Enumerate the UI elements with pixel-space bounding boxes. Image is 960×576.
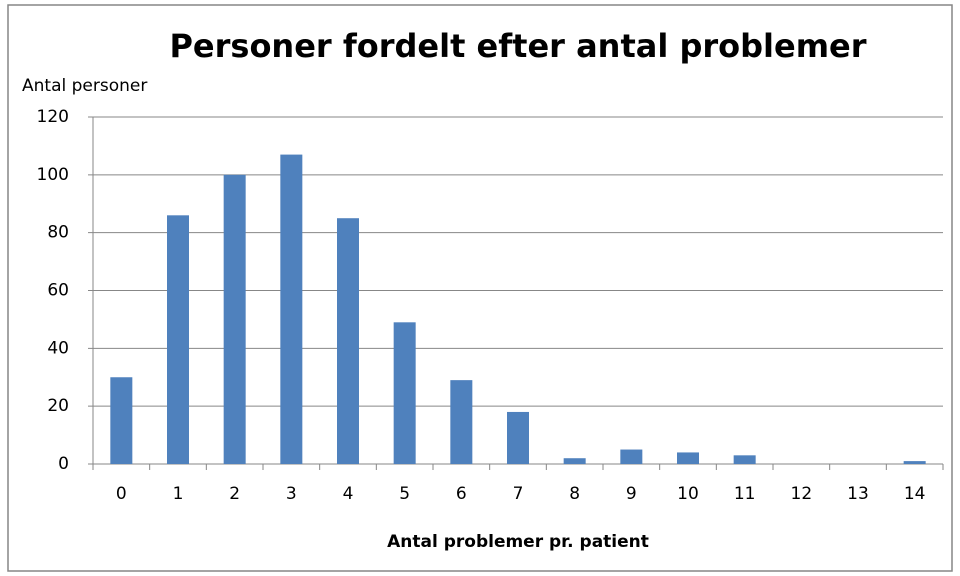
x-tick-label: 0: [116, 484, 127, 504]
bar: [110, 377, 133, 464]
x-tick-label: 10: [677, 484, 699, 504]
y-tick-label: 60: [47, 281, 69, 301]
bar: [280, 154, 303, 464]
y-tick-label: 0: [58, 454, 69, 474]
bar: [450, 380, 473, 464]
bar: [223, 174, 246, 465]
y-tick-label: 100: [37, 165, 69, 185]
x-tick-label: 2: [229, 484, 240, 504]
bar: [620, 449, 643, 464]
bar: [903, 461, 926, 464]
x-tick-label: 8: [569, 484, 580, 504]
x-tick-label: 5: [399, 484, 410, 504]
bar: [167, 215, 189, 464]
x-tick-label: 4: [343, 484, 354, 504]
x-tick-label: 3: [286, 484, 297, 504]
bar: [677, 452, 699, 464]
x-tick-label: 14: [904, 484, 926, 504]
chart-title: Personer fordelt efter antal problemer: [169, 27, 866, 65]
x-tick-label: 11: [734, 484, 756, 504]
y-axis-label: Antal personer: [22, 76, 147, 96]
x-tick-label: 9: [626, 484, 637, 504]
chart-border: [7, 4, 953, 572]
x-tick-label: 6: [456, 484, 467, 504]
y-tick-label: 120: [37, 107, 69, 127]
x-tick-label: 12: [791, 484, 813, 504]
bar: [393, 322, 416, 464]
bar: [507, 411, 529, 464]
x-tick-label: 13: [847, 484, 869, 504]
bar: [563, 458, 586, 464]
y-tick-label: 20: [47, 396, 69, 416]
x-axis-label: Antal problemer pr. patient: [387, 532, 649, 552]
x-tick-label: 1: [173, 484, 184, 504]
y-tick-label: 40: [47, 338, 69, 358]
x-tick-label: 7: [513, 484, 524, 504]
bar: [337, 218, 359, 464]
y-tick-label: 80: [47, 223, 69, 243]
bar: [733, 455, 756, 464]
